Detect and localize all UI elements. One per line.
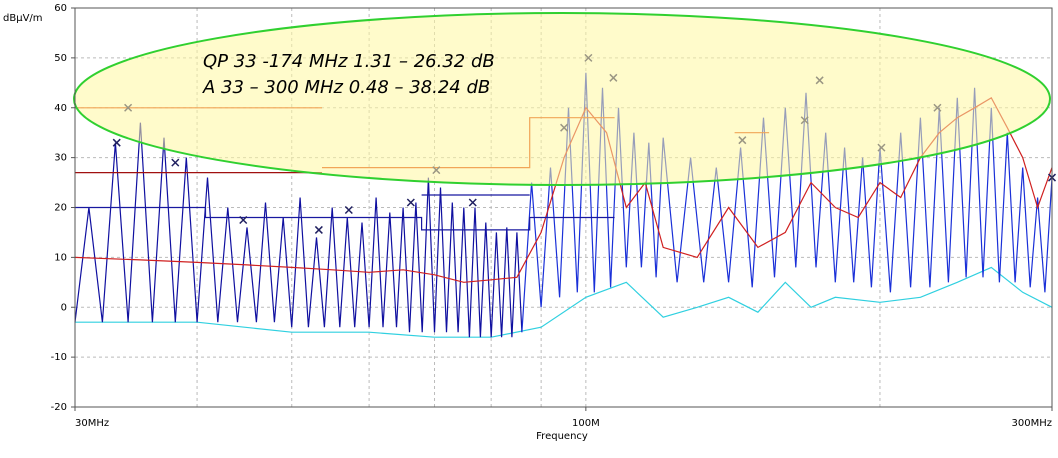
y-tick-label: 60 xyxy=(54,3,67,14)
peak-marker xyxy=(468,198,477,207)
labels: 60 50 40 30 20 10 0 -10 -20 30MHz 100M 300MHz xyxy=(51,3,1053,429)
y-unit: dBµV/m xyxy=(3,13,43,24)
y-tick-label: 20 xyxy=(54,203,67,214)
highlight-ellipse xyxy=(73,12,1051,186)
annotation: A 33 – 300 MHz 0.48 – 38.24 dB xyxy=(202,77,490,98)
y-tick-label: 50 xyxy=(54,53,67,64)
peak-marker xyxy=(112,138,121,147)
trace xyxy=(75,266,1053,338)
y-tick-label: -20 xyxy=(51,402,67,413)
peak-marker xyxy=(314,225,323,234)
trace xyxy=(521,72,1053,333)
peak-marker xyxy=(344,205,353,215)
trace xyxy=(74,122,523,338)
x-tick-label: 300MHz xyxy=(1012,418,1052,429)
y-tick-label: 10 xyxy=(54,252,67,263)
y-tick-label: 0 xyxy=(61,302,67,313)
trace xyxy=(75,194,615,231)
peak-marker xyxy=(171,158,180,167)
peak-marker xyxy=(239,215,248,224)
y-tick-label: -10 xyxy=(51,352,67,363)
x-axis-label: Frequency xyxy=(536,431,588,442)
annotation: QP 33 -174 MHz 1.31 – 26.32 dB xyxy=(203,51,495,72)
y-tick-label: 30 xyxy=(54,153,67,164)
x-tick-label: 100M xyxy=(572,418,600,429)
peak-marker xyxy=(406,198,415,207)
plot-frame xyxy=(74,7,1053,408)
x-tick-label: 30MHz xyxy=(75,418,109,429)
y-tick-label: 40 xyxy=(54,103,67,114)
